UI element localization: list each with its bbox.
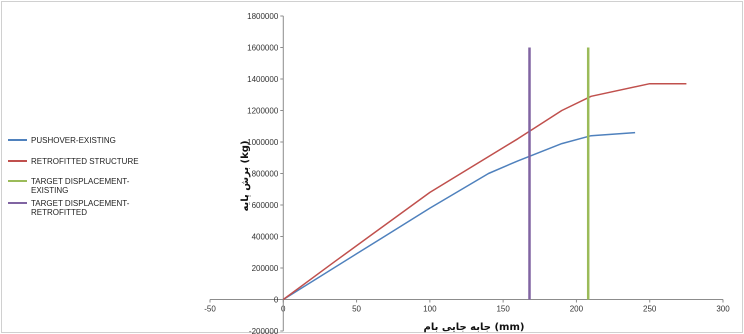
y-tick-label: 200000 xyxy=(252,264,279,273)
x-tick-label: 300 xyxy=(716,305,730,314)
x-tick-label: -50 xyxy=(204,305,216,314)
x-tick-label: 200 xyxy=(570,305,584,314)
series-line-2 xyxy=(282,82,687,301)
legend-label-1: PUSHOVER-EXISTING xyxy=(31,136,116,145)
x-tick-label: 250 xyxy=(643,305,657,314)
y-tick-label: 800000 xyxy=(252,170,279,179)
y-tick-label: 0 xyxy=(274,296,279,305)
series-lines xyxy=(282,47,687,301)
y-tick-label: 400000 xyxy=(252,233,279,242)
legend-label-3: TARGET DISPLACEMENT- xyxy=(31,177,130,186)
legend-label-4: TARGET DISPLACEMENT- xyxy=(31,199,130,208)
x-tick-label: 150 xyxy=(496,305,510,314)
x-tick-label: 50 xyxy=(352,305,361,314)
y-tick-label: 600000 xyxy=(252,201,279,210)
y-axis-title: برش پایه (kg) xyxy=(240,140,251,211)
x-axis-title: جابه جایی بام (mm) xyxy=(424,322,525,333)
y-tick-label: 1200000 xyxy=(247,107,279,116)
y-axis: -200000 0 200000 400000 600000 800000 1000000 1… xyxy=(247,12,284,334)
legend: PUSHOVER-EXISTING RETROFITTED STRUCTURE TA… xyxy=(8,136,139,217)
legend-label-2: RETROFITTED STRUCTURE xyxy=(31,157,139,166)
y-tick-label: 1400000 xyxy=(247,75,279,84)
y-tick-label: 1000000 xyxy=(247,138,279,147)
y-tick-label: -200000 xyxy=(249,327,279,334)
x-axis: -50 0 50 100 150 200 250 300 xyxy=(204,299,730,314)
y-tick-label: 1600000 xyxy=(247,44,279,53)
legend-label-3: EXISTING xyxy=(31,186,68,195)
legend-label-4: RETROFITTED xyxy=(31,208,87,217)
series-line-1 xyxy=(282,131,636,301)
y-tick-label: 1800000 xyxy=(247,12,279,21)
x-tick-label: 100 xyxy=(423,305,437,314)
